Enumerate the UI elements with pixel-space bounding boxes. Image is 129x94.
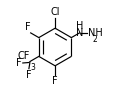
Text: 3: 3	[31, 63, 36, 72]
Text: F: F	[52, 76, 58, 86]
Text: H: H	[76, 21, 83, 31]
Text: NH: NH	[88, 28, 103, 38]
Text: F: F	[16, 58, 21, 68]
Text: F: F	[26, 70, 32, 80]
Text: 2: 2	[92, 35, 97, 44]
Text: N: N	[76, 28, 83, 38]
Text: CF: CF	[17, 51, 29, 61]
Text: Cl: Cl	[50, 7, 60, 17]
Text: F: F	[25, 22, 30, 32]
